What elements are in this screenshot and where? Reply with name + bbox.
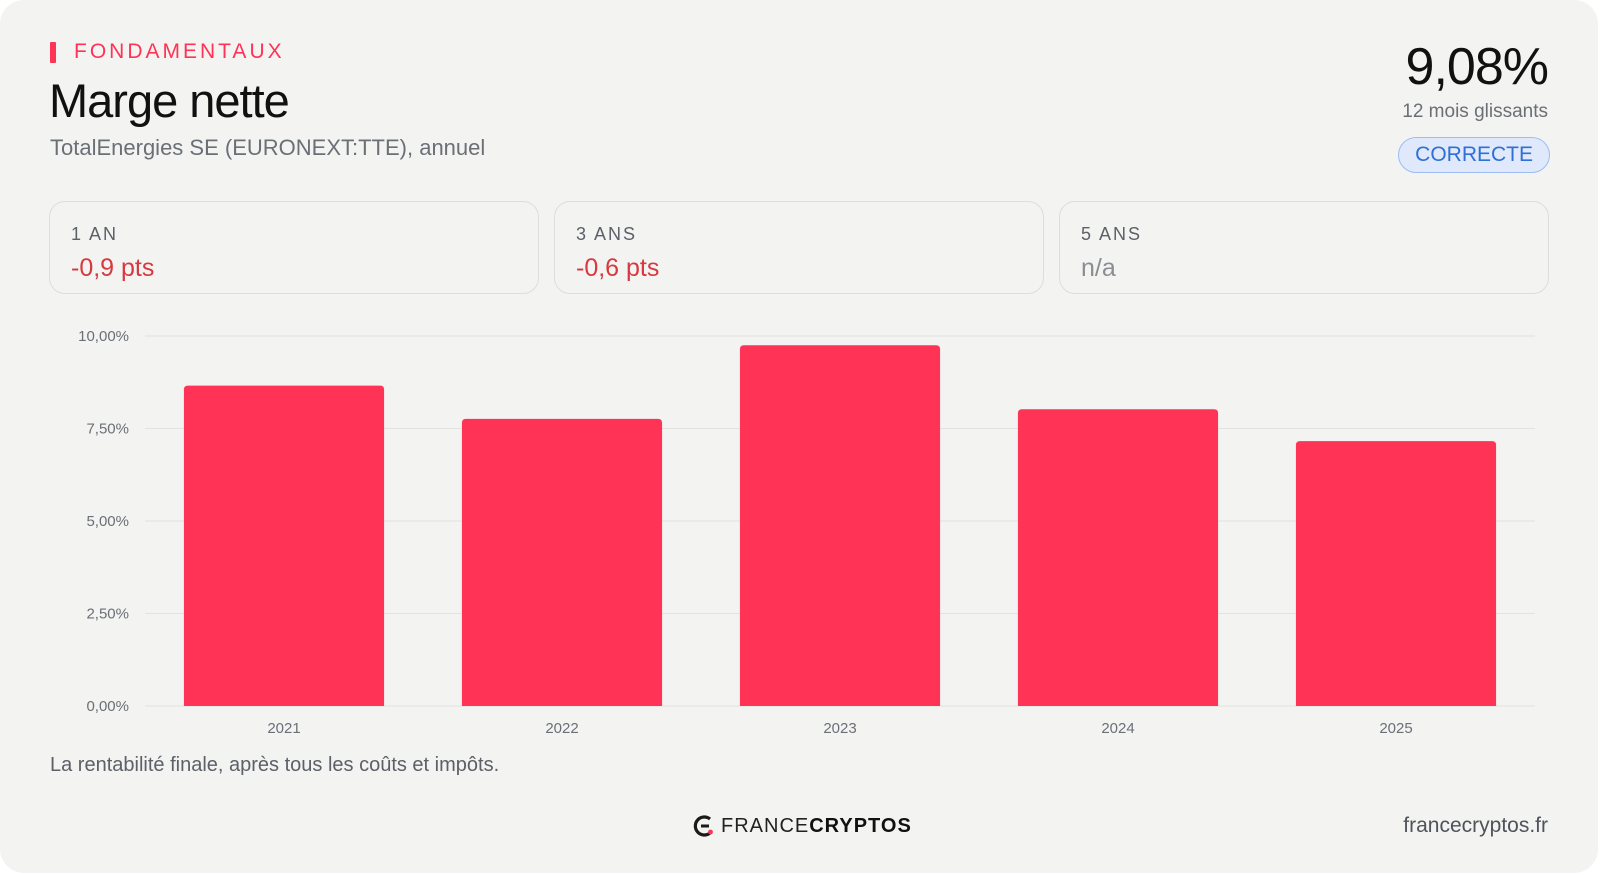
footnote: La rentabilité finale, après tous les co… [50, 754, 500, 776]
stat-value: -0,6 pts [576, 254, 660, 282]
bar-2025 [1295, 441, 1497, 706]
eyebrow: FONDAMENTAUX [50, 40, 285, 64]
bar-2022 [461, 418, 663, 706]
brand-logo: FRANCE CRYPTOS [693, 813, 912, 839]
stat-value: -0,9 pts [71, 254, 155, 282]
brand-name-light: FRANCE [721, 814, 810, 837]
bar-chart: 0,00% 2,50% 5,00% 7,50% 10,00% 2021 2022 2023 20… [78, 328, 1535, 737]
brand-name-bold: CRYPTOS [809, 814, 912, 837]
bar-2024 [1017, 409, 1219, 706]
page-title: Marge nette [49, 74, 290, 127]
y-tick-label: 7,50% [86, 421, 129, 438]
stat-card-3y: 3 ANS -0,6 pts [554, 201, 1044, 294]
x-tick-label: 2025 [1379, 720, 1412, 737]
stat-card-5y: 5 ANS n/a [1059, 201, 1549, 294]
y-tick-label: 10,00% [78, 328, 129, 345]
x-tick-label: 2021 [267, 720, 300, 737]
rating-badge: CORRECTE [1398, 137, 1550, 173]
x-tick-label: 2023 [823, 720, 856, 737]
bar-2023 [739, 345, 941, 706]
eyebrow-label: FONDAMENTAUX [74, 40, 285, 63]
stat-value: n/a [1081, 254, 1116, 282]
x-tick-label: 2024 [1101, 720, 1134, 737]
stat-label: 3 ANS [576, 224, 638, 244]
stat-card-1y: 1 AN -0,9 pts [49, 201, 539, 294]
kpi-caption: 12 mois glissants [1402, 101, 1548, 122]
bar-2021 [183, 385, 385, 706]
kpi-value: 9,08% [1405, 38, 1549, 96]
page-subtitle: TotalEnergies SE (EURONEXT:TTE), annuel [50, 135, 486, 160]
y-tick-label: 2,50% [86, 606, 129, 623]
y-tick-label: 5,00% [86, 513, 129, 530]
brand-mark-icon [693, 815, 713, 837]
stat-label: 1 AN [71, 224, 119, 244]
x-tick-label: 2022 [545, 720, 578, 737]
stat-label: 5 ANS [1081, 224, 1143, 244]
y-tick-label: 0,00% [86, 698, 129, 715]
eyebrow-accent-bar [50, 41, 56, 63]
site-url: francecryptos.fr [1403, 814, 1548, 837]
